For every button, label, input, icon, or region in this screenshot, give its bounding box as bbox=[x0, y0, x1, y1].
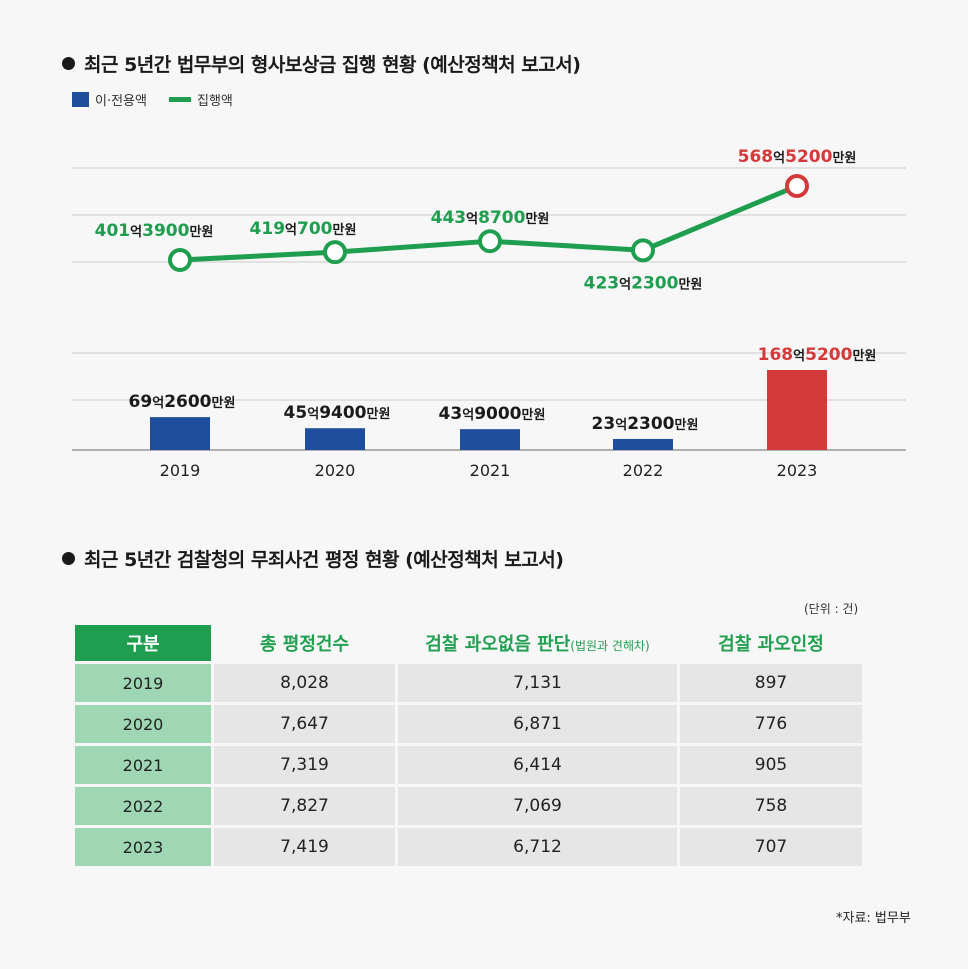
row-fault: 758 bbox=[680, 787, 862, 825]
bar-data-label: 168억5200만원 bbox=[758, 345, 877, 365]
legend-bar-swatch bbox=[72, 92, 89, 107]
line-point bbox=[323, 240, 347, 265]
header-total: 총 평정건수 bbox=[259, 634, 350, 655]
chart-title-text: 최근 5년간 법무부의 형사보상금 집행 현황 (예산정책처 보고서) bbox=[84, 54, 581, 76]
table-title: 최근 5년간 검찰청의 무죄사건 평정 현황 (예산정책처 보고서) bbox=[62, 545, 564, 572]
header-category: 구분 bbox=[75, 625, 211, 661]
unit-note: (단위 : 건) bbox=[804, 602, 859, 616]
line-point bbox=[631, 238, 655, 263]
row-year: 2022 bbox=[75, 787, 211, 825]
header-no-fault-text: 검찰 과오없음 판단 bbox=[425, 634, 571, 655]
line-point bbox=[785, 174, 809, 198]
table-header-row: 구분 총 평정건수 검찰 과오없음 판단(법원과 견해차) 검찰 과오인정 bbox=[75, 625, 862, 661]
row-fault: 776 bbox=[680, 705, 862, 743]
legend-line-swatch bbox=[168, 97, 191, 102]
legend-bar-label: 이·전용액 bbox=[95, 94, 147, 109]
row-year: 2021 bbox=[75, 746, 211, 784]
table-row: 2020 7,647 6,871 776 bbox=[75, 705, 862, 743]
chart-legend: 이·전용액 집행액 bbox=[72, 90, 233, 109]
row-year: 2020 bbox=[75, 705, 211, 743]
table-row: 2021 7,319 6,414 905 bbox=[75, 746, 862, 784]
bar bbox=[150, 417, 210, 450]
combo-chart: 69억2600만원 45억9400만원 43억9000만원 23억2300만원 168억… bbox=[72, 147, 906, 480]
row-no-fault: 6,712 bbox=[398, 828, 677, 866]
row-fault: 707 bbox=[680, 828, 862, 866]
row-total: 7,647 bbox=[214, 705, 395, 743]
bar bbox=[767, 370, 827, 450]
bar bbox=[460, 429, 520, 450]
line-data-label: 401억3900만원 bbox=[95, 221, 214, 241]
bar-data-label: 23억2300만원 bbox=[592, 414, 699, 434]
row-year: 2019 bbox=[75, 664, 211, 702]
line-data-label: 568억5200만원 bbox=[738, 147, 857, 167]
chart-title: 최근 5년간 법무부의 형사보상금 집행 현황 (예산정책처 보고서) bbox=[62, 50, 581, 77]
row-fault: 905 bbox=[680, 746, 862, 784]
legend-line-label: 집행액 bbox=[196, 94, 233, 109]
table-title-text: 최근 5년간 검찰청의 무죄사건 평정 현황 (예산정책처 보고서) bbox=[84, 549, 564, 571]
bar bbox=[305, 428, 365, 450]
table-row: 2019 8,028 7,131 897 bbox=[75, 664, 862, 702]
bullet-icon bbox=[62, 57, 75, 70]
bar-data-label: 45억9400만원 bbox=[284, 403, 391, 423]
line-data-label: 443억8700만원 bbox=[431, 208, 550, 228]
stats-table: 구분 총 평정건수 검찰 과오없음 판단(법원과 견해차) 검찰 과오인정 20… bbox=[72, 622, 865, 869]
row-total: 7,419 bbox=[214, 828, 395, 866]
x-tick-label: 2022 bbox=[623, 461, 664, 480]
header-no-fault-note: (법원과 견해차) bbox=[570, 639, 650, 653]
bar-data-label: 43억9000만원 bbox=[439, 404, 546, 424]
bullet-icon bbox=[62, 552, 75, 565]
row-total: 7,827 bbox=[214, 787, 395, 825]
row-total: 7,319 bbox=[214, 746, 395, 784]
x-tick-label: 2023 bbox=[777, 461, 818, 480]
row-no-fault: 6,414 bbox=[398, 746, 677, 784]
header-no-fault: 검찰 과오없음 판단(법원과 견해차) bbox=[398, 625, 677, 661]
header-fault: 검찰 과오인정 bbox=[718, 634, 824, 655]
source-note: *자료: 법무부 bbox=[836, 911, 911, 926]
row-no-fault: 7,069 bbox=[398, 787, 677, 825]
x-tick-label: 2019 bbox=[160, 461, 201, 480]
x-tick-label: 2021 bbox=[470, 461, 511, 480]
table-row: 2023 7,419 6,712 707 bbox=[75, 828, 862, 866]
row-no-fault: 7,131 bbox=[398, 664, 677, 702]
x-tick-label: 2020 bbox=[315, 461, 356, 480]
bar-data-label: 69억2600만원 bbox=[129, 392, 236, 412]
table-row: 2022 7,827 7,069 758 bbox=[75, 787, 862, 825]
line-data-label: 423억2300만원 bbox=[584, 273, 703, 293]
line-point bbox=[478, 229, 502, 254]
line-data-label: 419억700만원 bbox=[250, 219, 357, 239]
row-fault: 897 bbox=[680, 664, 862, 702]
row-total: 8,028 bbox=[214, 664, 395, 702]
bar bbox=[613, 438, 673, 450]
row-no-fault: 6,871 bbox=[398, 705, 677, 743]
row-year: 2023 bbox=[75, 828, 211, 866]
line-point bbox=[168, 248, 192, 272]
